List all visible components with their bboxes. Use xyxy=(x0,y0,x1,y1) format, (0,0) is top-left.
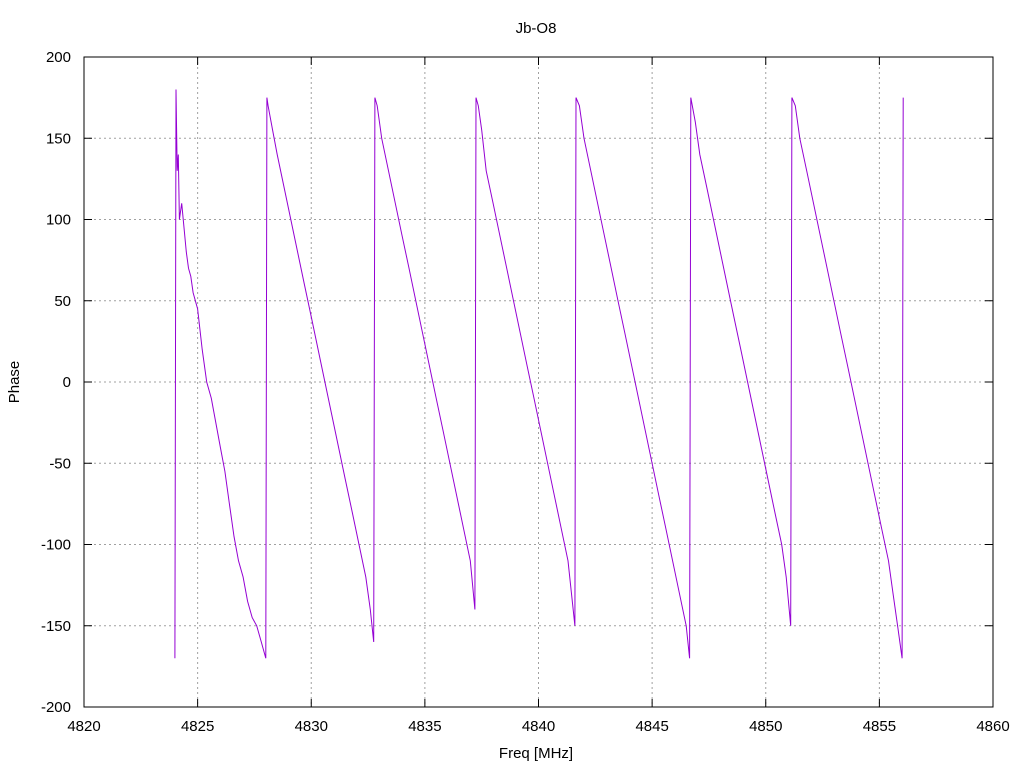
chart-title: Jb-O8 xyxy=(516,20,557,37)
x-axis-label: Freq [MHz] xyxy=(499,745,573,762)
y-tick-label: 50 xyxy=(54,293,71,310)
x-tick-label: 4835 xyxy=(408,718,441,735)
axis-ticks: 4820 4825 4830 4835 4840 4845 4850 4855 4860 -200… xyxy=(41,49,1010,735)
y-tick-label: -100 xyxy=(41,537,71,554)
y-tick-label: -150 xyxy=(41,618,71,635)
y-tick-label: 100 xyxy=(46,212,71,229)
y-tick-label: 150 xyxy=(46,130,71,147)
x-tick-label: 4855 xyxy=(863,718,896,735)
x-tick-label: 4830 xyxy=(295,718,328,735)
y-tick-label: -200 xyxy=(41,699,71,716)
x-tick-label: 4825 xyxy=(181,718,214,735)
y-tick-label: 200 xyxy=(46,49,71,66)
x-tick-label: 4850 xyxy=(749,718,782,735)
y-tick-label: -50 xyxy=(49,455,71,472)
x-tick-label: 4860 xyxy=(976,718,1009,735)
x-tick-label: 4820 xyxy=(67,718,100,735)
x-tick-label: 4845 xyxy=(635,718,668,735)
y-tick-label: 0 xyxy=(63,374,71,391)
x-tick-label: 4840 xyxy=(522,718,555,735)
y-axis-label: Phase xyxy=(6,361,23,404)
series-line xyxy=(174,89,904,659)
grid-lines xyxy=(84,57,993,707)
